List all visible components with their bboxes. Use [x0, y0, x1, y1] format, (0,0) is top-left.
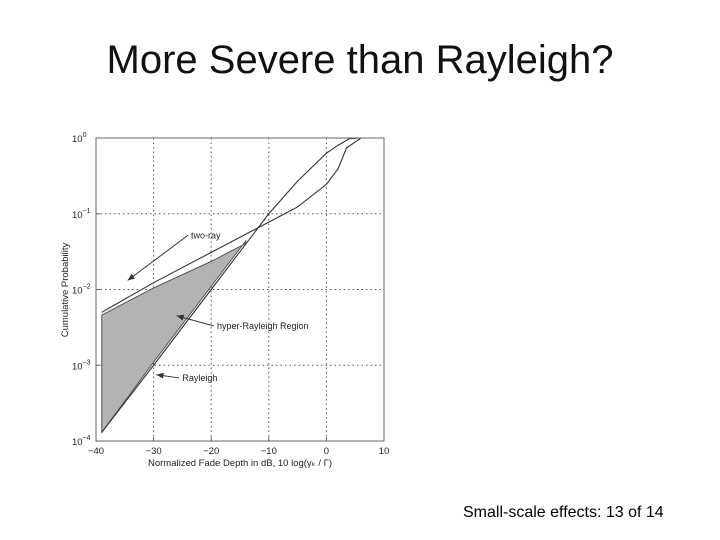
rayleigh-curve — [101, 137, 384, 433]
x-axis-label: Normalized Fade Depth in dB, 10 log(γₖ /… — [148, 458, 332, 469]
annotation-arrowhead — [127, 273, 136, 281]
x-tick-label: 0 — [324, 446, 329, 457]
annotation-label: two-ray — [191, 230, 221, 240]
two-ray-curve — [101, 137, 384, 313]
y-tick-label: 10−4 — [72, 435, 91, 448]
hyper-rayleigh-region — [101, 239, 247, 434]
annotation-arrow — [127, 234, 189, 281]
series-lines — [101, 137, 384, 433]
x-tick-label: −20 — [203, 446, 219, 457]
annotations: two-ray hyper-Rayleigh Region Rayleigh — [127, 230, 309, 383]
grid-lines — [96, 138, 384, 441]
y-tick-label: 10−2 — [72, 284, 91, 297]
x-tick-label: −40 — [88, 446, 104, 457]
annotation-arrowhead — [176, 314, 185, 321]
axis-ticks: −40 −30 −20 −10 0 10 10−4 10−3 10−2 10−1 100 — [72, 132, 389, 457]
annotation-arrowhead — [156, 372, 164, 379]
y-tick-label: 100 — [72, 132, 87, 145]
hyper-rayleigh-region-layer — [101, 239, 247, 434]
annotation-label: hyper-Rayleigh Region — [217, 321, 309, 331]
annotation-label: Rayleigh — [182, 373, 217, 383]
x-tick-label: 10 — [379, 446, 390, 457]
x-tick-label: −10 — [261, 446, 277, 457]
cdf-chart: −40 −30 −20 −10 0 10 10−4 10−3 10−2 10−1 100 two-r… — [60, 132, 389, 469]
x-tick-label: −30 — [146, 446, 162, 457]
y-tick-label: 10−3 — [72, 359, 91, 372]
slide-title: More Severe than Rayleigh? — [106, 38, 614, 82]
y-axis-label: Cumulative Probability — [60, 242, 71, 337]
slide-footer: Small-scale effects: 13 of 14 — [463, 504, 664, 521]
y-tick-label: 10−1 — [72, 208, 91, 221]
